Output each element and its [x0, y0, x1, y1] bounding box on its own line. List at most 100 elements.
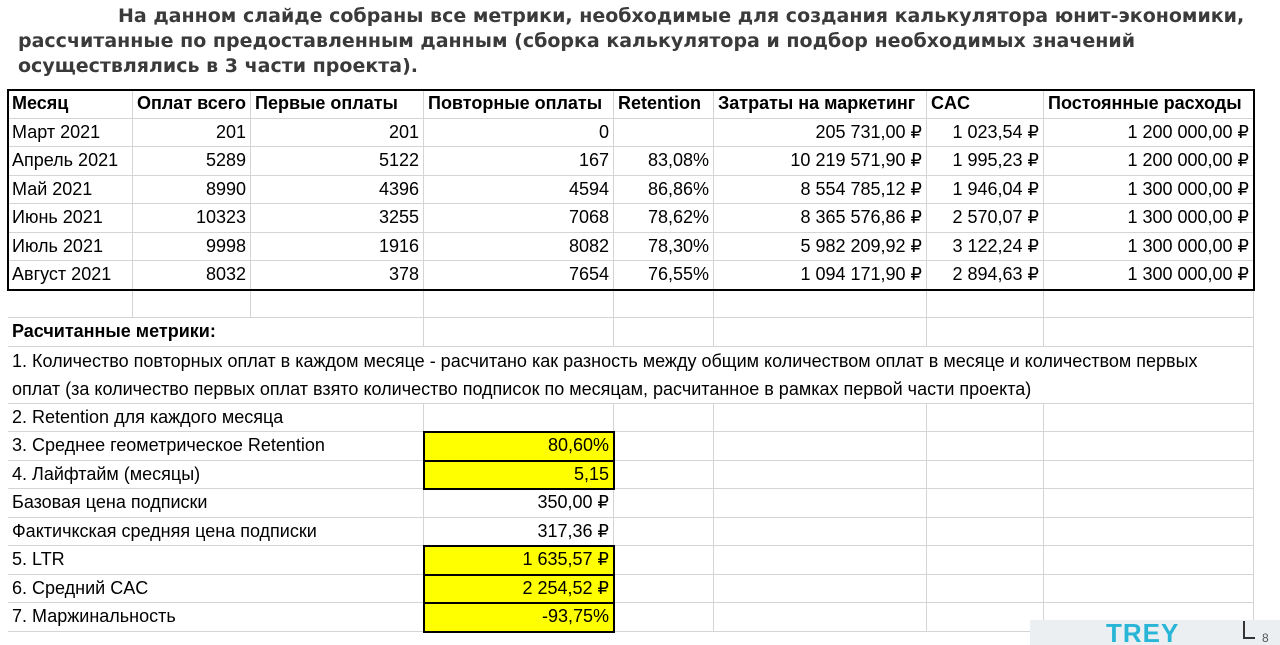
corner-mark-icon: [1243, 621, 1255, 639]
empty-cell: [714, 575, 927, 603]
empty-cell: [927, 404, 1044, 432]
metric-value: 2 254,52 ₽: [424, 575, 614, 603]
empty-cell: [614, 318, 714, 347]
slide-title: На данном слайде собраны все метрики, не…: [18, 4, 1258, 79]
empty-cell: [1044, 489, 1254, 518]
metric-value: 5,15: [424, 461, 614, 489]
header-month: Месяц: [8, 90, 133, 119]
metric-label: Базовая цена подписки: [8, 489, 424, 518]
metric-label: 4. Лайфтайм (месяцы): [8, 461, 424, 489]
cell-first-payments: 5122: [251, 147, 424, 176]
title-line-2: рассчитанные по предоставленным данным (…: [18, 30, 1136, 52]
empty-cell: [927, 546, 1044, 575]
cell-cac: 1 023,54 ₽: [927, 119, 1044, 147]
page-number: 8: [1262, 631, 1269, 645]
metric-label: 3. Среднее геометрическое Retention: [8, 432, 424, 461]
cell-month: Август 2021: [8, 261, 133, 290]
header-first-payments: Первые оплаты: [251, 90, 424, 119]
empty-cell: [927, 603, 1044, 632]
cell-month: Июль 2021: [8, 233, 133, 261]
cell-month: Май 2021: [8, 176, 133, 204]
empty-cell: [133, 290, 251, 318]
empty-cell: [614, 489, 714, 518]
cell-cac: 3 122,24 ₽: [927, 233, 1044, 261]
metric-label: Фактичкская средняя цена подписки: [8, 518, 424, 546]
empty-cell: [424, 404, 614, 432]
spreadsheet: Месяц Оплат всего Первые оплаты Повторные о…: [7, 89, 1255, 645]
metric-description-2: 2. Retention для каждого месяца: [8, 404, 424, 432]
empty-cell: [714, 290, 927, 318]
cell-fixed-costs: 1 200 000,00 ₽: [1044, 119, 1254, 147]
empty-cell: [614, 432, 714, 461]
cell-marketing-costs: 5 982 209,92 ₽: [714, 233, 927, 261]
empty-cell: [714, 546, 927, 575]
cell-fixed-costs: 1 300 000,00 ₽: [1044, 261, 1254, 290]
cell-total-payments: 5289: [133, 147, 251, 176]
header-repeat-payments: Повторные оплаты: [424, 90, 614, 119]
metric-value: 350,00 ₽: [424, 489, 614, 518]
empty-cell: [614, 575, 714, 603]
cell-repeat-payments: 167: [424, 147, 614, 176]
title-line-3: осуществлялись в 3 части проекта).: [18, 55, 418, 77]
empty-cell: [1044, 461, 1254, 489]
metric-label: 7. Маржинальность: [8, 603, 424, 632]
cell-cac: 1 946,04 ₽: [927, 176, 1044, 204]
cell-first-payments: 4396: [251, 176, 424, 204]
empty-cell: [714, 489, 927, 518]
cell-first-payments: 378: [251, 261, 424, 290]
title-line-1: На данном слайде собраны все метрики, не…: [118, 5, 1245, 27]
empty-cell: [614, 404, 714, 432]
empty-cell: [927, 461, 1044, 489]
empty-cell: [424, 318, 614, 347]
cell-retention: 78,30%: [614, 233, 714, 261]
cell-repeat-payments: 0: [424, 119, 614, 147]
metric-label: 5. LTR: [8, 546, 424, 575]
empty-cell: [424, 290, 614, 318]
empty-cell: [1044, 575, 1254, 603]
empty-cell: [714, 461, 927, 489]
empty-cell: [614, 518, 714, 546]
header-total-payments: Оплат всего: [133, 90, 251, 119]
cell-retention: 86,86%: [614, 176, 714, 204]
metric-value: 317,36 ₽: [424, 518, 614, 546]
cell-retention: 76,55%: [614, 261, 714, 290]
cell-cac: 2 570,07 ₽: [927, 204, 1044, 233]
empty-cell: [714, 432, 927, 461]
brand-logo: TREY: [1106, 618, 1180, 645]
cell-month: Март 2021: [8, 119, 133, 147]
cell-repeat-payments: 7068: [424, 204, 614, 233]
cell-total-payments: 10323: [133, 204, 251, 233]
cell-marketing-costs: 8 554 785,12 ₽: [714, 176, 927, 204]
cell-retention: [614, 119, 714, 147]
empty-cell: [714, 404, 927, 432]
cell-marketing-costs: 8 365 576,86 ₽: [714, 204, 927, 233]
cell-retention: 83,08%: [614, 147, 714, 176]
header-fixed-costs: Постоянные расходы: [1044, 90, 1254, 119]
metric-value: 80,60%: [424, 432, 614, 461]
empty-cell: [1044, 546, 1254, 575]
empty-cell: [927, 518, 1044, 546]
cell-month: Июнь 2021: [8, 204, 133, 233]
empty-cell: [614, 290, 714, 318]
empty-cell: [927, 290, 1044, 318]
empty-cell: [927, 432, 1044, 461]
empty-cell: [8, 290, 133, 318]
header-retention: Retention: [614, 90, 714, 119]
empty-cell: [614, 461, 714, 489]
cell-first-payments: 1916: [251, 233, 424, 261]
metric-value: -93,75%: [424, 603, 614, 632]
empty-cell: [251, 290, 424, 318]
empty-cell: [614, 546, 714, 575]
metric-description-1: 1. Количество повторных оплат в каждом м…: [8, 347, 1254, 404]
cell-repeat-payments: 7654: [424, 261, 614, 290]
empty-cell: [714, 318, 927, 347]
empty-cell: [1044, 318, 1254, 347]
cell-first-payments: 201: [251, 119, 424, 147]
cell-total-payments: 8032: [133, 261, 251, 290]
cell-retention: 78,62%: [614, 204, 714, 233]
empty-cell: [927, 575, 1044, 603]
metrics-heading: Расчитанные метрики:: [8, 318, 424, 347]
empty-cell: [1044, 290, 1254, 318]
footer-bar: [1030, 620, 1280, 645]
empty-cell: [714, 603, 927, 632]
